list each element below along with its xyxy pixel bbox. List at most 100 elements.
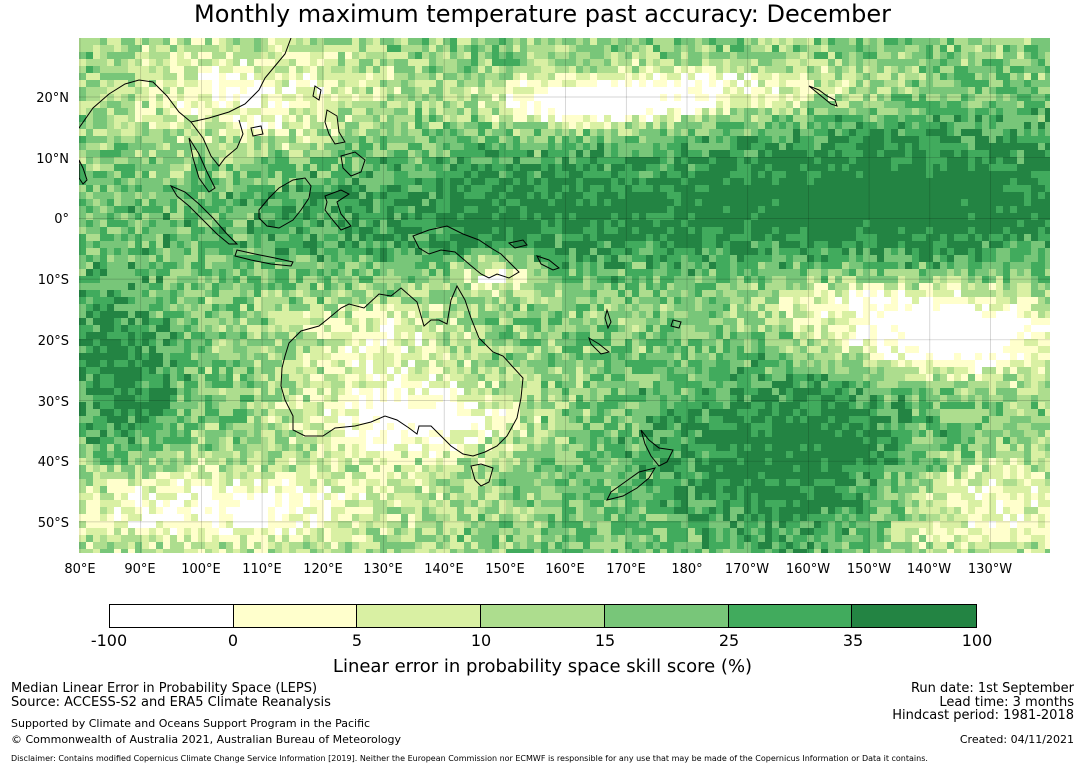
- skill-cell: [618, 101, 625, 108]
- skill-cell: [744, 115, 751, 122]
- skill-cell: [205, 52, 212, 59]
- skill-cell: [212, 136, 219, 143]
- skill-cell: [310, 346, 317, 353]
- skill-cell: [933, 311, 940, 318]
- skill-cell: [905, 283, 912, 290]
- skill-cell: [716, 150, 723, 157]
- skill-cell: [513, 227, 520, 234]
- skill-cell: [457, 241, 464, 248]
- skill-cell: [205, 220, 212, 227]
- skill-cell: [464, 311, 471, 318]
- skill-cell: [548, 178, 555, 185]
- skill-cell: [786, 80, 793, 87]
- skill-cell: [247, 80, 254, 87]
- skill-cell: [114, 45, 121, 52]
- skill-cell: [156, 157, 163, 164]
- skill-cell: [730, 269, 737, 276]
- skill-cell: [772, 143, 779, 150]
- skill-cell: [317, 311, 324, 318]
- skill-cell: [121, 122, 128, 129]
- skill-cell: [240, 143, 247, 150]
- skill-cell: [275, 115, 282, 122]
- skill-cell: [506, 73, 513, 80]
- skill-cell: [681, 129, 688, 136]
- skill-cell: [79, 157, 86, 164]
- skill-cell: [121, 262, 128, 269]
- skill-cell: [681, 332, 688, 339]
- skill-cell: [1024, 122, 1031, 129]
- skill-cell: [709, 122, 716, 129]
- skill-cell: [471, 199, 478, 206]
- skill-cell: [191, 346, 198, 353]
- skill-cell: [471, 255, 478, 262]
- skill-cell: [457, 346, 464, 353]
- skill-cell: [219, 290, 226, 297]
- skill-cell: [114, 213, 121, 220]
- skill-cell: [107, 311, 114, 318]
- skill-cell: [79, 269, 86, 276]
- skill-cell: [415, 157, 422, 164]
- skill-cell: [247, 87, 254, 94]
- skill-cell: [772, 325, 779, 332]
- skill-cell: [541, 325, 548, 332]
- skill-cell: [562, 94, 569, 101]
- skill-cell: [310, 66, 317, 73]
- skill-cell: [100, 59, 107, 66]
- skill-cell: [569, 150, 576, 157]
- skill-cell: [303, 206, 310, 213]
- skill-cell: [380, 87, 387, 94]
- skill-cell: [940, 199, 947, 206]
- skill-cell: [527, 73, 534, 80]
- skill-cell: [968, 192, 975, 199]
- skill-cell: [933, 164, 940, 171]
- skill-cell: [541, 129, 548, 136]
- skill-cell: [828, 276, 835, 283]
- skill-cell: [625, 157, 632, 164]
- skill-cell: [275, 94, 282, 101]
- skill-cell: [191, 94, 198, 101]
- skill-cell: [982, 38, 989, 45]
- skill-cell: [324, 262, 331, 269]
- skill-cell: [289, 115, 296, 122]
- skill-cell: [163, 206, 170, 213]
- skill-cell: [268, 199, 275, 206]
- skill-cell: [499, 171, 506, 178]
- skill-cell: [359, 45, 366, 52]
- skill-cell: [527, 283, 534, 290]
- skill-cell: [205, 227, 212, 234]
- skill-cell: [520, 220, 527, 227]
- skill-cell: [842, 290, 849, 297]
- skill-cell: [646, 101, 653, 108]
- skill-cell: [149, 59, 156, 66]
- skill-cell: [457, 206, 464, 213]
- skill-cell: [807, 101, 814, 108]
- skill-cell: [317, 38, 324, 45]
- skill-cell: [471, 178, 478, 185]
- skill-cell: [205, 276, 212, 283]
- skill-cell: [849, 206, 856, 213]
- skill-cell: [310, 297, 317, 304]
- skill-cell: [387, 101, 394, 108]
- skill-cell: [247, 38, 254, 45]
- skill-cell: [478, 276, 485, 283]
- skill-cell: [800, 45, 807, 52]
- skill-cell: [450, 255, 457, 262]
- skill-cell: [527, 213, 534, 220]
- skill-cell: [289, 150, 296, 157]
- skill-cell: [856, 192, 863, 199]
- skill-cell: [79, 45, 86, 52]
- skill-cell: [1010, 241, 1017, 248]
- skill-cell: [366, 101, 373, 108]
- skill-cell: [632, 38, 639, 45]
- skill-cell: [982, 185, 989, 192]
- skill-cell: [534, 87, 541, 94]
- skill-cell: [562, 227, 569, 234]
- skill-cell: [506, 66, 513, 73]
- skill-cell: [989, 290, 996, 297]
- skill-cell: [450, 304, 457, 311]
- skill-cell: [1038, 115, 1045, 122]
- skill-cell: [212, 234, 219, 241]
- skill-cell: [583, 80, 590, 87]
- skill-cell: [723, 108, 730, 115]
- skill-cell: [247, 311, 254, 318]
